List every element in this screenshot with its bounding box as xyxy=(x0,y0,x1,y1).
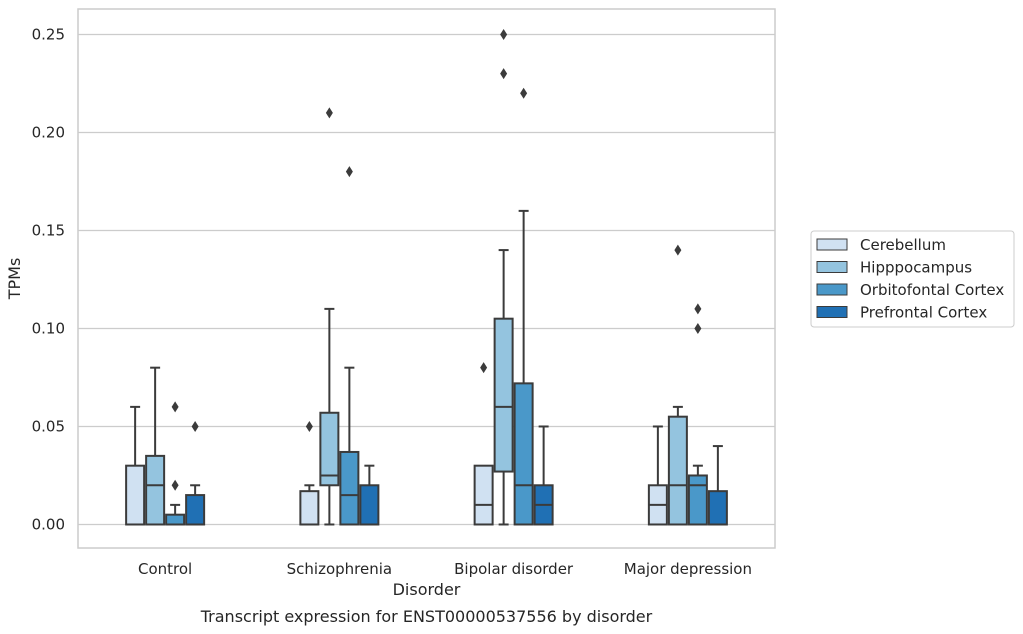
x-tick-labels: Control Schizophrenia Bipolar disorder Majo… xyxy=(138,560,752,578)
box-cerebellum xyxy=(299,420,320,526)
legend-label: Cerebellum xyxy=(860,236,946,254)
legend-label: Orbitofontal Cortex xyxy=(860,281,1004,299)
outlier-marker xyxy=(674,244,682,256)
box-body xyxy=(513,382,534,526)
y-tick-label: 0.25 xyxy=(32,25,65,43)
outlier-marker xyxy=(171,401,179,413)
box-body xyxy=(185,494,206,526)
legend-swatch xyxy=(816,238,848,251)
box-body xyxy=(165,513,186,526)
box-hipppocampus xyxy=(145,366,166,526)
box-orbitofontal-cortex xyxy=(339,166,360,526)
box-prefrontal-cortex xyxy=(533,425,554,526)
legend-swatch xyxy=(816,261,848,273)
outlier-marker xyxy=(305,420,313,432)
x-axis-title: Disorder xyxy=(393,580,461,599)
box-prefrontal-cortex xyxy=(707,445,728,526)
x-tick-label: Control xyxy=(138,560,192,578)
outlier-marker xyxy=(500,28,508,40)
outlier-marker xyxy=(325,107,333,119)
legend-label: Prefrontal Cortex xyxy=(860,304,987,322)
legend: Cerebellum Hipppocampus Orbitofontal Corte… xyxy=(810,230,1015,328)
y-tick-label: 0.00 xyxy=(32,515,65,533)
outlier-marker xyxy=(480,362,488,374)
box-body xyxy=(493,317,514,473)
box-body xyxy=(667,415,688,526)
box-body xyxy=(687,474,708,526)
legend-frame xyxy=(810,230,1015,328)
y-tick-label: 0.05 xyxy=(32,417,65,435)
y-tick-label: 0.10 xyxy=(32,319,65,337)
box-cerebellum xyxy=(125,405,146,526)
chart-caption: Transcript expression for ENST0000053755… xyxy=(200,607,653,626)
y-axis-title: TPMs xyxy=(5,258,24,301)
box-body xyxy=(319,411,340,487)
legend-swatch xyxy=(816,306,848,318)
box-body xyxy=(473,464,494,526)
x-tick-label: Major depression xyxy=(624,560,752,578)
box-body xyxy=(299,490,320,526)
box-cerebellum xyxy=(473,362,494,526)
box-hipppocampus xyxy=(319,107,340,526)
legend-label: Hipppocampus xyxy=(860,259,972,277)
box-body xyxy=(339,450,360,526)
outlier-marker xyxy=(191,420,199,432)
outlier-marker xyxy=(694,303,702,315)
x-tick-label: Schizophrenia xyxy=(287,560,392,578)
box-cerebellum xyxy=(647,425,668,526)
legend-swatch xyxy=(816,283,848,296)
box-orbitofontal-cortex xyxy=(165,401,186,526)
plot-frame xyxy=(77,8,776,549)
box-hipppocampus xyxy=(493,28,514,526)
box-hipppocampus xyxy=(667,244,688,526)
outlier-marker xyxy=(694,322,702,334)
box-body xyxy=(359,484,380,526)
box-groups xyxy=(125,28,728,526)
box-body xyxy=(145,454,166,526)
box-body xyxy=(125,464,146,526)
outlier-marker xyxy=(171,479,179,491)
outlier-marker xyxy=(345,166,353,178)
box-orbitofontal-cortex xyxy=(687,303,708,526)
box-orbitofontal-cortex xyxy=(513,87,534,526)
box-prefrontal-cortex xyxy=(359,464,380,526)
x-tick-label: Bipolar disorder xyxy=(454,560,574,578)
outlier-marker xyxy=(520,87,528,99)
y-tick-label: 0.15 xyxy=(32,221,65,239)
y-tick-label: 0.20 xyxy=(32,123,65,141)
box-prefrontal-cortex xyxy=(185,420,206,526)
box-body xyxy=(707,490,728,526)
y-tick-labels: 0.00 0.05 0.10 0.15 0.20 0.25 xyxy=(32,25,65,533)
outlier-marker xyxy=(500,68,508,80)
